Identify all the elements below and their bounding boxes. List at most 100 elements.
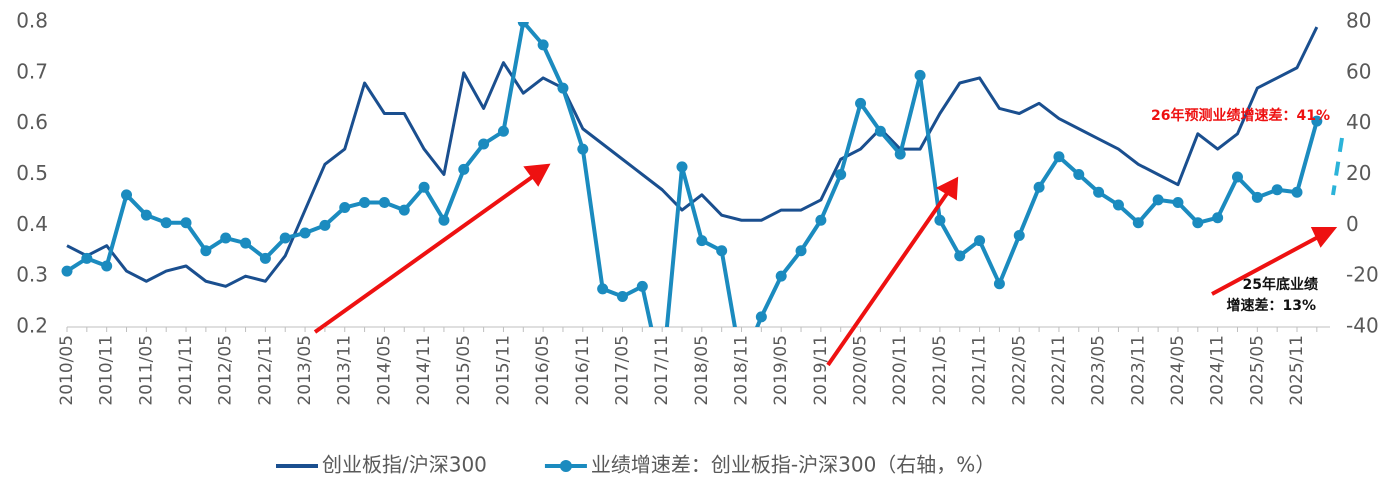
- marker: [1073, 169, 1085, 180]
- x-tick-label: 2017/05: [612, 335, 632, 406]
- x-tick-label: 2025/05: [1247, 335, 1267, 406]
- marker: [180, 217, 192, 229]
- marker: [240, 237, 252, 249]
- x-tick-label: 2012/11: [255, 335, 275, 406]
- y2-tick-label: 60: [1346, 59, 1371, 83]
- y-tick-label: 0.2: [16, 314, 48, 338]
- x-tick-label: 2018/11: [732, 335, 752, 406]
- y2-tick-label: 80: [1346, 9, 1371, 33]
- x-tick-label: 2010/05: [57, 335, 77, 406]
- marker: [478, 138, 490, 150]
- arrow: [313, 173, 537, 334]
- marker: [616, 291, 628, 302]
- marker: [795, 245, 807, 257]
- x-tick-label: 2025/11: [1287, 335, 1307, 406]
- marker: [557, 82, 569, 94]
- marker: [1112, 199, 1124, 211]
- x-tick-label: 2023/11: [1128, 335, 1148, 406]
- x-tick-label: 2016/11: [573, 335, 593, 406]
- series-line: [65, 22, 1319, 327]
- y2-tick-label: -20: [1346, 263, 1379, 287]
- x-tick-label: 2011/05: [136, 335, 156, 406]
- y-tick-label: 0.5: [16, 161, 48, 185]
- y-tick-label: 0.6: [16, 110, 48, 134]
- marker: [1132, 217, 1144, 229]
- x-tick-label: 2019/05: [771, 335, 791, 406]
- marker: [1251, 191, 1263, 203]
- marker: [636, 280, 648, 292]
- marker: [438, 214, 450, 226]
- x-tick-label: 2023/05: [1089, 335, 1109, 406]
- marker: [1152, 194, 1164, 206]
- marker: [974, 235, 986, 247]
- x-tick-label: 2020/05: [851, 335, 871, 406]
- marker: [1212, 212, 1224, 224]
- y2-tick-label: 40: [1346, 110, 1371, 134]
- x-tick-label: 2015/05: [454, 335, 474, 406]
- marker: [577, 143, 589, 155]
- x-tick-label: 2016/05: [533, 335, 553, 406]
- x-tick-label: 2011/11: [176, 335, 196, 406]
- marker: [160, 217, 172, 229]
- marker: [458, 163, 470, 175]
- marker: [755, 311, 767, 323]
- x-tick-label: 2014/11: [414, 335, 434, 406]
- x-tick-label: 2012/05: [216, 335, 236, 406]
- arrow: [826, 190, 950, 367]
- forecast-dash: [1331, 137, 1344, 196]
- marker: [874, 125, 886, 137]
- x-tick-label: 2010/11: [97, 335, 117, 406]
- marker: [934, 214, 946, 226]
- x-tick-label: 2022/11: [1049, 335, 1069, 406]
- marker: [279, 232, 291, 244]
- marker: [993, 278, 1005, 290]
- marker: [398, 204, 410, 216]
- marker: [537, 39, 549, 51]
- marker: [81, 252, 93, 264]
- marker: [716, 245, 728, 257]
- marker: [299, 227, 311, 239]
- marker: [497, 125, 509, 137]
- marker: [855, 97, 867, 109]
- marker: [1231, 171, 1243, 183]
- x-tick-label: 2019/11: [811, 335, 831, 406]
- x-tick-label: 2021/05: [930, 335, 950, 406]
- x-tick-label: 2017/11: [652, 335, 672, 406]
- legend-marker: [559, 460, 572, 472]
- x-tick-label: 2024/11: [1208, 335, 1228, 406]
- marker: [1093, 186, 1105, 198]
- legend-label: 创业板指/沪深300: [322, 453, 487, 477]
- marker: [200, 245, 212, 257]
- y2-tick-label: -40: [1346, 314, 1379, 338]
- marker: [378, 196, 390, 208]
- marker: [597, 283, 609, 295]
- marker: [359, 196, 371, 208]
- x-tick-label: 2015/11: [493, 335, 513, 406]
- marker: [775, 270, 787, 282]
- legend-label: 业绩增速差：创业板指-沪深300（右轴，%）: [591, 453, 995, 477]
- x-tick-label: 2024/05: [1168, 335, 1188, 406]
- y-tick-label: 0.4: [16, 212, 48, 236]
- arrow-head: [1310, 227, 1338, 248]
- marker: [517, 22, 529, 28]
- y-tick-label: 0.7: [16, 59, 48, 83]
- marker: [121, 189, 133, 201]
- marker: [1033, 181, 1045, 193]
- y-tick-label: 0.8: [16, 9, 48, 33]
- marker: [1271, 184, 1283, 196]
- y2-tick-label: 20: [1346, 161, 1371, 185]
- marker: [835, 169, 847, 180]
- arrow-head: [935, 176, 959, 201]
- x-tick-label: 2013/05: [295, 335, 315, 406]
- x-tick-label: 2014/05: [374, 335, 394, 406]
- x-tick-label: 2013/11: [335, 335, 355, 406]
- marker: [1013, 230, 1025, 241]
- marker: [220, 232, 232, 244]
- marker: [1291, 186, 1303, 198]
- marker: [319, 219, 331, 231]
- x-tick-label: 2020/11: [890, 335, 910, 406]
- x-tick-label: 2022/05: [1009, 335, 1029, 406]
- marker: [140, 209, 152, 221]
- marker: [1192, 217, 1204, 229]
